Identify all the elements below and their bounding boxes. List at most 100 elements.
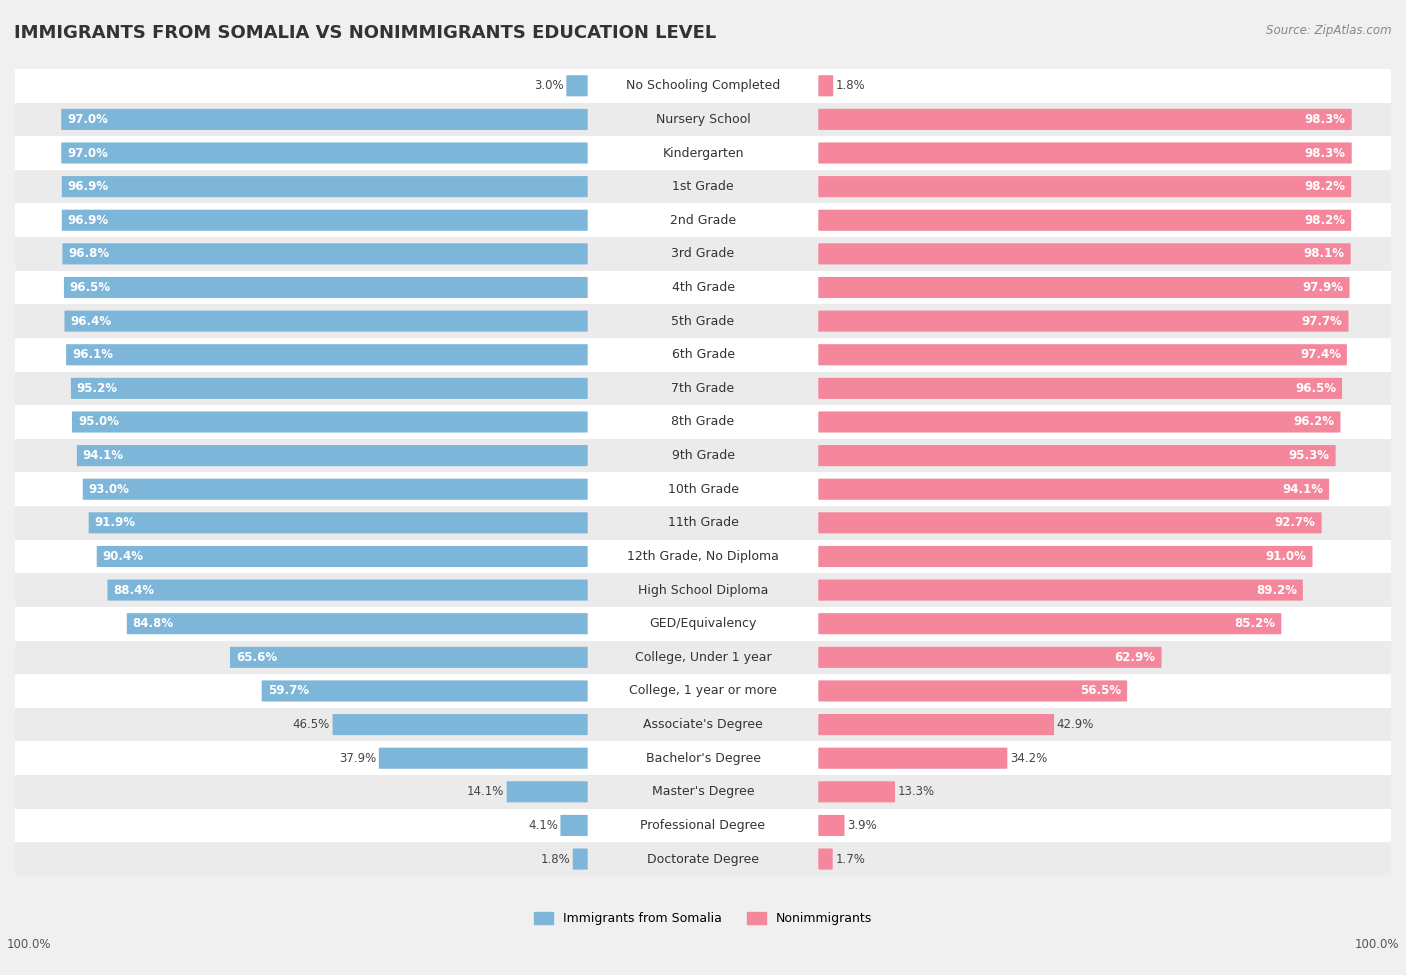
Text: 98.2%: 98.2% [1305, 180, 1346, 193]
Text: 88.4%: 88.4% [114, 584, 155, 597]
Text: 62.9%: 62.9% [1115, 651, 1156, 664]
Text: 95.0%: 95.0% [77, 415, 120, 428]
Text: 97.0%: 97.0% [67, 113, 108, 126]
Text: 97.9%: 97.9% [1303, 281, 1344, 294]
Bar [15, 606, 1391, 641]
Text: 96.5%: 96.5% [1295, 382, 1336, 395]
FancyBboxPatch shape [818, 512, 1322, 533]
Text: High School Diploma: High School Diploma [638, 584, 768, 597]
Text: 6th Grade: 6th Grade [672, 348, 734, 362]
Bar [15, 775, 1391, 808]
Text: Nursery School: Nursery School [655, 113, 751, 126]
FancyBboxPatch shape [62, 176, 588, 197]
Bar [15, 674, 1391, 708]
FancyBboxPatch shape [62, 244, 588, 264]
FancyBboxPatch shape [818, 479, 1329, 500]
Text: 2nd Grade: 2nd Grade [669, 214, 737, 227]
Text: Master's Degree: Master's Degree [652, 785, 754, 799]
FancyBboxPatch shape [66, 344, 588, 366]
FancyBboxPatch shape [107, 579, 588, 601]
Bar [15, 842, 1391, 876]
Bar [15, 573, 1391, 606]
FancyBboxPatch shape [70, 377, 588, 399]
Text: 96.1%: 96.1% [72, 348, 112, 362]
FancyBboxPatch shape [72, 411, 588, 433]
Text: 5th Grade: 5th Grade [672, 315, 734, 328]
Text: 13.3%: 13.3% [897, 785, 935, 799]
FancyBboxPatch shape [89, 512, 588, 533]
Bar [15, 237, 1391, 271]
Bar [15, 808, 1391, 842]
FancyBboxPatch shape [572, 848, 588, 870]
FancyBboxPatch shape [378, 748, 588, 768]
Text: Bachelor's Degree: Bachelor's Degree [645, 752, 761, 764]
Bar [15, 338, 1391, 371]
FancyBboxPatch shape [97, 546, 588, 567]
Text: 90.4%: 90.4% [103, 550, 143, 563]
Text: 85.2%: 85.2% [1234, 617, 1275, 630]
Text: 94.1%: 94.1% [83, 449, 124, 462]
FancyBboxPatch shape [262, 681, 588, 701]
FancyBboxPatch shape [62, 142, 588, 164]
Bar [15, 271, 1391, 304]
FancyBboxPatch shape [818, 613, 1281, 635]
Text: 1.8%: 1.8% [540, 852, 571, 866]
Text: 3rd Grade: 3rd Grade [672, 248, 734, 260]
Text: 95.3%: 95.3% [1289, 449, 1330, 462]
FancyBboxPatch shape [333, 714, 588, 735]
Text: 42.9%: 42.9% [1057, 718, 1094, 731]
FancyBboxPatch shape [818, 748, 1007, 768]
Bar [15, 304, 1391, 338]
FancyBboxPatch shape [818, 681, 1128, 701]
Text: 91.9%: 91.9% [94, 517, 135, 529]
FancyBboxPatch shape [65, 311, 588, 332]
FancyBboxPatch shape [62, 210, 588, 231]
Text: 56.5%: 56.5% [1080, 684, 1121, 697]
Text: Source: ZipAtlas.com: Source: ZipAtlas.com [1267, 24, 1392, 37]
FancyBboxPatch shape [818, 142, 1351, 164]
Text: 34.2%: 34.2% [1010, 752, 1047, 764]
Bar [15, 371, 1391, 406]
Bar [15, 473, 1391, 506]
Text: 46.5%: 46.5% [292, 718, 330, 731]
Text: 65.6%: 65.6% [236, 651, 277, 664]
Bar [15, 506, 1391, 539]
FancyBboxPatch shape [62, 109, 588, 130]
Bar [15, 204, 1391, 237]
Text: College, 1 year or more: College, 1 year or more [628, 684, 778, 697]
Text: 95.2%: 95.2% [77, 382, 118, 395]
FancyBboxPatch shape [818, 445, 1336, 466]
FancyBboxPatch shape [818, 109, 1351, 130]
Text: 1st Grade: 1st Grade [672, 180, 734, 193]
Text: 11th Grade: 11th Grade [668, 517, 738, 529]
Text: 1.8%: 1.8% [835, 79, 866, 93]
Text: 93.0%: 93.0% [89, 483, 129, 495]
Text: 3.0%: 3.0% [534, 79, 564, 93]
FancyBboxPatch shape [818, 815, 845, 836]
Text: 98.3%: 98.3% [1305, 146, 1346, 160]
Text: 96.5%: 96.5% [70, 281, 111, 294]
FancyBboxPatch shape [231, 646, 588, 668]
Text: 59.7%: 59.7% [267, 684, 308, 697]
Text: 98.1%: 98.1% [1303, 248, 1344, 260]
Text: 4th Grade: 4th Grade [672, 281, 734, 294]
Text: 96.2%: 96.2% [1294, 415, 1334, 428]
FancyBboxPatch shape [818, 176, 1351, 197]
Text: IMMIGRANTS FROM SOMALIA VS NONIMMIGRANTS EDUCATION LEVEL: IMMIGRANTS FROM SOMALIA VS NONIMMIGRANTS… [14, 24, 716, 42]
Text: 10th Grade: 10th Grade [668, 483, 738, 495]
Bar [15, 641, 1391, 674]
Text: Professional Degree: Professional Degree [641, 819, 765, 832]
FancyBboxPatch shape [818, 848, 832, 870]
Text: 100.0%: 100.0% [7, 938, 52, 951]
Text: 96.8%: 96.8% [69, 248, 110, 260]
Text: 96.4%: 96.4% [70, 315, 111, 328]
FancyBboxPatch shape [818, 344, 1347, 366]
Bar [15, 708, 1391, 741]
FancyBboxPatch shape [818, 579, 1303, 601]
Text: 8th Grade: 8th Grade [672, 415, 734, 428]
Text: GED/Equivalency: GED/Equivalency [650, 617, 756, 630]
FancyBboxPatch shape [818, 411, 1340, 433]
Text: 98.2%: 98.2% [1305, 214, 1346, 227]
Text: No Schooling Completed: No Schooling Completed [626, 79, 780, 93]
Text: 91.0%: 91.0% [1265, 550, 1306, 563]
